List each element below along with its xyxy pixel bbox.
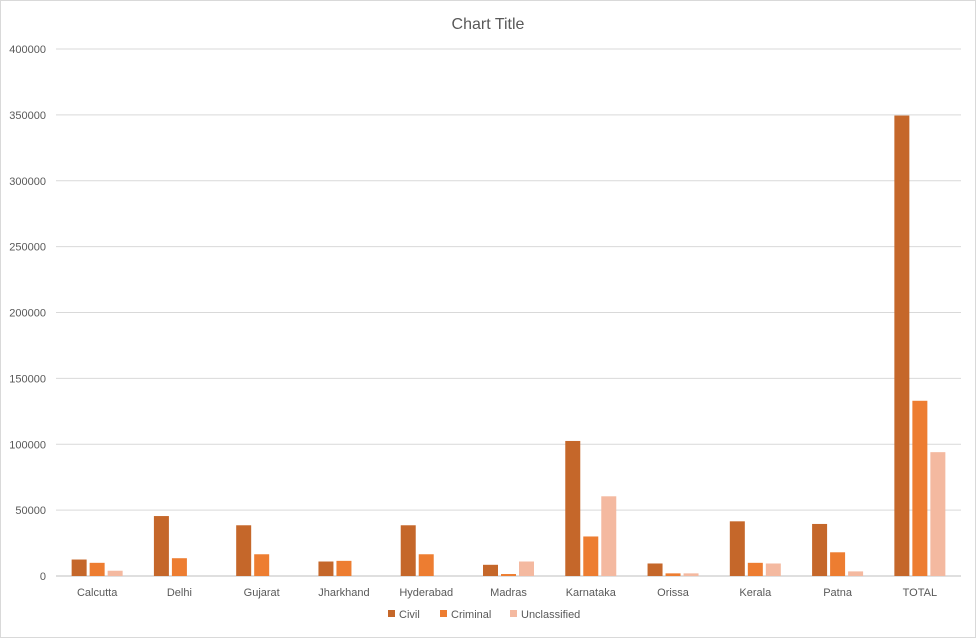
bar-unclassified-calcutta — [107, 570, 123, 576]
y-axis-tick-labels: 0 50000 100000 150000 200000 250000 300000 3500… — [9, 44, 46, 583]
bar-civil-gujarat — [236, 525, 252, 576]
y-tick-label: 150000 — [9, 373, 46, 385]
bar-criminal-kerala — [747, 562, 763, 576]
bar-criminal-orissa — [665, 573, 681, 576]
bar-unclassified-orissa — [683, 573, 699, 576]
bar-criminal-gujarat — [254, 554, 270, 576]
y-tick-label: 300000 — [9, 176, 46, 188]
bar-unclassified-karnataka — [601, 496, 617, 576]
bar-civil-karnataka — [565, 440, 581, 576]
y-tick-label: 100000 — [9, 439, 46, 451]
y-tick-label: 50000 — [15, 505, 46, 517]
x-tick-label: Gujarat — [244, 587, 280, 599]
bar-unclassified-kerala — [765, 563, 781, 576]
x-tick-label: TOTAL — [903, 587, 937, 599]
legend-label: Unclassified — [521, 609, 580, 621]
bar-unclassified-patna — [848, 571, 864, 576]
bar-criminal-jharkhand — [336, 560, 352, 576]
x-tick-label: Karnataka — [566, 587, 617, 599]
bar-unclassified-total — [930, 452, 946, 576]
bar-criminal-delhi — [171, 558, 187, 576]
bar-criminal-hyderabad — [418, 554, 434, 576]
x-tick-label: Calcutta — [77, 587, 118, 599]
x-tick-label: Hyderabad — [399, 587, 453, 599]
bar-criminal-patna — [830, 552, 846, 576]
y-tick-label: 250000 — [9, 242, 46, 254]
x-axis-tick-labels: Calcutta Delhi Gujarat Jharkhand Hyderabad Ma… — [77, 587, 937, 599]
bar-criminal-calcutta — [89, 562, 105, 576]
bar-unclassified-madras — [519, 561, 534, 576]
legend-label: Criminal — [451, 609, 491, 621]
y-tick-label: 200000 — [9, 308, 46, 320]
x-tick-label: Madras — [490, 587, 527, 599]
bar-civil-orissa — [647, 563, 663, 576]
legend-swatch — [388, 610, 395, 617]
x-tick-label: Patna — [823, 587, 853, 599]
bar-civil-total — [894, 115, 910, 576]
bar-civil-jharkhand — [318, 561, 334, 576]
bars — [71, 115, 946, 576]
bar-civil-hyderabad — [400, 525, 416, 576]
x-tick-label: Jharkhand — [318, 587, 369, 599]
legend-swatch — [510, 610, 517, 617]
bar-criminal-madras — [501, 574, 516, 576]
y-tick-label: 350000 — [9, 110, 46, 122]
bar-civil-patna — [812, 523, 828, 576]
legend: Civil Criminal Unclassified — [388, 609, 580, 621]
y-tick-label: 400000 — [9, 44, 46, 56]
x-tick-label: Kerala — [739, 587, 772, 599]
gridlines — [56, 48, 961, 577]
legend-label: Civil — [399, 609, 420, 621]
bar-criminal-total — [912, 400, 928, 576]
bar-criminal-karnataka — [583, 536, 599, 576]
y-tick-label: 0 — [40, 571, 46, 583]
x-tick-label: Delhi — [167, 587, 192, 599]
legend-swatch — [440, 610, 447, 617]
bar-civil-kerala — [729, 521, 745, 576]
x-tick-label: Orissa — [657, 587, 690, 599]
bar-civil-delhi — [153, 516, 169, 576]
chart-title: Chart Title — [452, 16, 525, 33]
bar-civil-calcutta — [71, 559, 87, 576]
bar-civil-madras — [483, 564, 498, 576]
